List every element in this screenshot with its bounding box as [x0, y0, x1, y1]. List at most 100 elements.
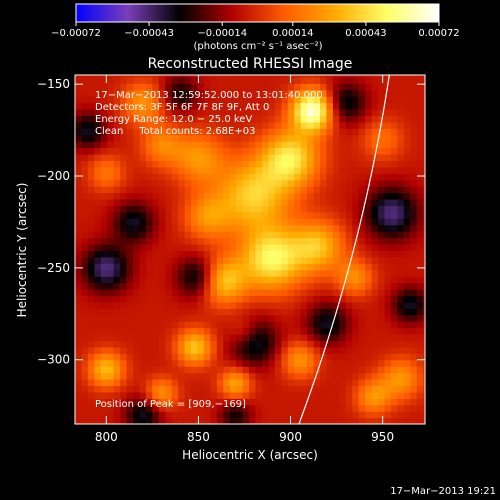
heatmap-cell	[152, 333, 160, 342]
heatmap-cell	[152, 398, 160, 406]
heatmap-cell	[300, 237, 308, 245]
heatmap-cell	[126, 96, 134, 104]
heatmap-cell	[75, 314, 83, 322]
heatmap-cell	[178, 134, 186, 142]
heatmap-cell	[416, 398, 424, 406]
heatmap-cell	[384, 411, 392, 419]
heatmap-cell	[294, 224, 302, 232]
heatmap-cell	[229, 353, 237, 361]
heatmap-cell	[184, 211, 192, 219]
heatmap-cell	[255, 76, 263, 84]
heatmap-cell	[294, 263, 302, 271]
heatmap-cell	[307, 353, 315, 361]
heatmap-cell	[390, 192, 398, 200]
heatmap-cell	[416, 160, 424, 168]
heatmap-cell	[113, 179, 121, 187]
heatmap-cell	[210, 198, 218, 207]
heatmap-cell	[274, 359, 282, 367]
heatmap-cell	[339, 359, 347, 367]
heatmap-cell	[223, 411, 231, 419]
heatmap-cell	[268, 205, 276, 213]
heatmap-cell	[100, 263, 108, 271]
heatmap-cell	[365, 102, 373, 110]
heatmap-cell	[191, 250, 199, 258]
heatmap-cell	[339, 404, 347, 412]
heatmap-cell	[81, 269, 89, 277]
heatmap-cell	[358, 404, 366, 412]
heatmap-cell	[300, 359, 308, 367]
heatmap-cell	[197, 288, 205, 297]
heatmap-cell	[203, 398, 211, 406]
heatmap-cell	[281, 391, 289, 399]
heatmap-cell	[236, 398, 244, 406]
heatmap-cell	[423, 218, 425, 226]
heatmap-cell	[165, 166, 173, 174]
heatmap-cell	[178, 147, 186, 155]
heatmap-cell	[216, 153, 224, 162]
heatmap-cell	[384, 205, 392, 213]
heatmap-cell	[371, 121, 379, 129]
heatmap-cell	[332, 173, 340, 181]
heatmap-cell	[268, 75, 276, 78]
heatmap-cell	[87, 346, 95, 354]
heatmap-cell	[249, 417, 257, 424]
heatmap-cell	[197, 250, 205, 258]
heatmap-cell	[249, 243, 257, 252]
heatmap-cell	[339, 211, 347, 219]
heatmap-cell	[94, 321, 102, 329]
heatmap-cell	[171, 153, 179, 162]
heatmap-cell	[229, 186, 237, 194]
heatmap-cell	[261, 366, 270, 374]
heatmap-cell	[274, 301, 282, 309]
heatmap-cell	[326, 211, 334, 219]
heatmap-cell	[365, 340, 373, 348]
heatmap-cell	[358, 321, 366, 329]
heatmap-cell	[287, 353, 295, 361]
heatmap-cell	[184, 173, 192, 181]
heatmap-cell	[384, 308, 392, 316]
heatmap-cell	[326, 128, 334, 136]
heatmap-cell	[242, 147, 250, 155]
heatmap-cell	[313, 250, 321, 258]
heatmap-cell	[203, 205, 211, 213]
heatmap-cell	[165, 121, 173, 129]
heatmap-cell	[191, 218, 199, 226]
heatmap-cell	[133, 404, 141, 412]
heatmap-cell	[87, 96, 95, 104]
heatmap-cell	[255, 417, 263, 424]
heatmap-cell	[345, 96, 353, 104]
heatmap-cell	[403, 321, 411, 329]
heatmap-cell	[365, 243, 373, 252]
heatmap-cell	[255, 179, 263, 187]
heatmap-cell	[326, 417, 334, 424]
heatmap-cell	[261, 256, 270, 264]
heatmap-cell	[410, 353, 418, 361]
heatmap-cell	[423, 198, 425, 207]
heatmap-cell	[423, 256, 425, 264]
heatmap-cell	[126, 192, 134, 200]
heatmap-cell	[100, 141, 108, 149]
heatmap-cell	[75, 186, 83, 194]
heatmap-cell	[203, 211, 211, 219]
heatmap-cell	[332, 218, 340, 226]
heatmap-cell	[320, 346, 328, 354]
heatmap-cell	[365, 83, 373, 91]
heatmap-cell	[223, 198, 231, 207]
heatmap-cell	[416, 173, 424, 181]
heatmap-cell	[203, 269, 211, 277]
heatmap-cell	[210, 121, 218, 129]
heatmap-cell	[94, 353, 102, 361]
heatmap-cell	[345, 115, 353, 123]
heatmap-cell	[378, 366, 386, 374]
heatmap-cell	[100, 121, 108, 129]
heatmap-cell	[307, 276, 315, 284]
heatmap-cell	[184, 153, 192, 162]
heatmap-cell	[210, 76, 218, 84]
heatmap-cell	[126, 243, 134, 252]
heatmap-cell	[274, 166, 282, 174]
heatmap-cell	[210, 327, 218, 335]
heatmap-cell	[313, 333, 321, 342]
heatmap-cell	[158, 385, 166, 393]
heatmap-cell	[274, 250, 282, 258]
heatmap-cell	[223, 237, 231, 245]
